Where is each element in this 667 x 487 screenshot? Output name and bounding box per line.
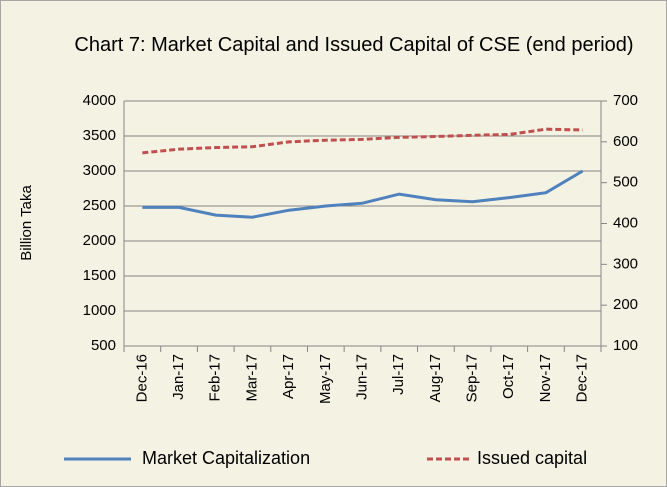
y-tick-label: 1000	[83, 302, 116, 319]
y-tick-label: 2000	[83, 232, 116, 249]
x-tick-label: Apr-17	[280, 354, 297, 399]
y2-tick-label: 400	[613, 214, 638, 231]
x-tick-label: Dec-17	[574, 354, 591, 402]
y-tick-label: 1500	[83, 267, 116, 284]
legend-label: Market Capitalization	[142, 448, 310, 468]
y-tick-label: 3500	[83, 127, 116, 144]
x-tick-label: Jul-17	[390, 354, 407, 395]
y2-tick-label: 100	[613, 337, 638, 354]
series-line	[142, 127, 583, 155]
x-tick-label: Dec-16	[133, 354, 150, 402]
y2-tick-label: 700	[613, 92, 638, 109]
y2-tick-label: 500	[613, 174, 638, 191]
x-tick-label: May-17	[317, 354, 334, 404]
y-tick-label: 500	[91, 337, 116, 354]
x-tick-label: Nov-17	[537, 354, 554, 402]
y-axis-label: Billion Taka	[18, 185, 35, 261]
x-tick-label: Jan-17	[170, 354, 187, 400]
chart-title: Chart 7: Market Capital and Issued Capit…	[74, 34, 634, 56]
x-tick-label: Feb-17	[207, 354, 224, 402]
y-tick-label: 2500	[83, 197, 116, 214]
legend-label: Issued capital	[477, 448, 587, 468]
y2-tick-label: 200	[613, 296, 638, 313]
y-tick-label: 3000	[83, 162, 116, 179]
y-tick-label: 4000	[83, 92, 116, 109]
series-line	[142, 169, 584, 219]
y2-tick-label: 600	[613, 133, 638, 150]
x-tick-label: Sep-17	[464, 354, 481, 402]
x-tick-label: Mar-17	[243, 354, 260, 402]
x-tick-label: Aug-17	[427, 354, 444, 402]
x-tick-label: Oct-17	[500, 354, 517, 399]
y2-tick-label: 300	[613, 255, 638, 272]
x-tick-label: Jun-17	[353, 354, 370, 400]
